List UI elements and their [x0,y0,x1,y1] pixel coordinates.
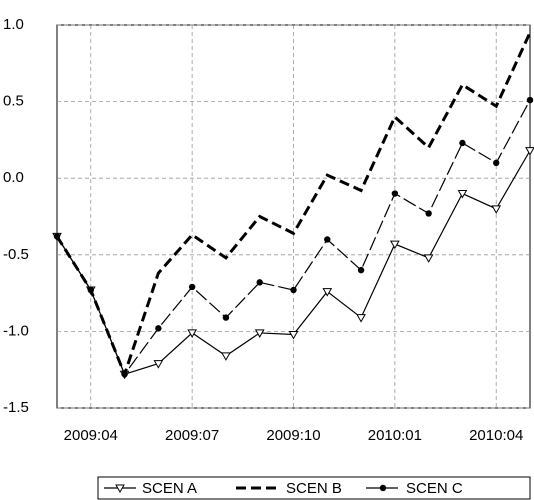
y-tick-label: 1.0 [3,16,24,33]
x-tick-label: 2010:04 [469,427,523,444]
marker [221,352,231,361]
legend-marker [115,484,125,494]
marker [187,329,198,338]
marker [288,330,299,340]
marker [526,96,534,104]
marker [188,283,196,291]
marker [389,240,400,250]
marker [324,236,331,243]
y-tick-label: 0.5 [3,93,24,110]
legend-label: SCEN C [406,480,463,497]
marker [525,147,534,156]
marker [87,286,94,294]
marker [423,254,434,263]
marker [256,279,263,286]
marker [491,205,502,214]
marker [459,139,466,147]
marker [153,360,164,369]
x-tick-label: 2009:10 [266,427,320,444]
marker [155,325,162,332]
marker [356,314,366,323]
marker [53,233,61,240]
marker [457,190,468,199]
legend-marker [379,484,387,492]
marker [425,210,432,217]
marker [222,314,230,321]
y-tick-label: -0.5 [3,246,29,263]
marker [121,371,128,378]
marker [391,190,399,197]
x-tick-label: 2010:01 [368,427,422,444]
marker [290,286,297,294]
marker [493,159,500,167]
marker [254,329,265,338]
legend-label: SCEN A [142,480,197,497]
marker [322,288,333,297]
series-line [56,99,531,376]
legend-box [97,476,531,500]
legend-label: SCEN B [286,480,342,497]
y-tick-label: 0.0 [3,169,24,186]
x-tick-label: 2009:04 [64,427,118,444]
y-tick-label: -1.0 [3,322,29,339]
series-line [55,32,532,379]
y-tick-label: -1.5 [3,399,29,416]
x-tick-label: 2009:07 [165,427,219,444]
marker [357,266,365,274]
